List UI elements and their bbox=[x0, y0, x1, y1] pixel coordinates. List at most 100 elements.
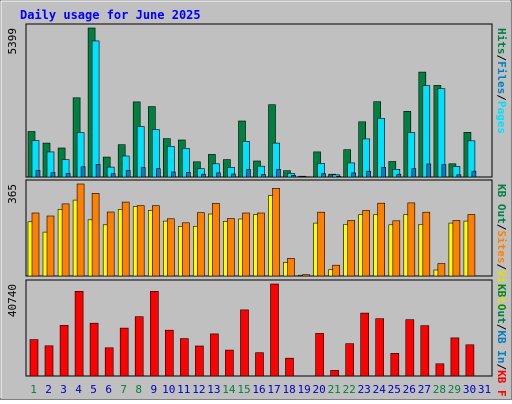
x-tick-label: 25 bbox=[388, 383, 401, 396]
pages-bar bbox=[397, 174, 401, 177]
pages-bar bbox=[111, 174, 115, 177]
sites-bar bbox=[363, 211, 370, 277]
x-tick-label: 18 bbox=[282, 383, 295, 396]
pages-bar bbox=[231, 174, 235, 177]
legend-part: Sites bbox=[495, 230, 508, 263]
kb-f-bar bbox=[105, 348, 113, 376]
legend-part: Pages bbox=[495, 101, 508, 134]
x-tick-label: 11 bbox=[177, 383, 190, 396]
kb-f-bar bbox=[75, 291, 83, 376]
sites-bar bbox=[77, 184, 84, 276]
x-tick-label: 19 bbox=[297, 383, 310, 396]
x-tick-label: 14 bbox=[222, 383, 236, 396]
x-tick-label: 13 bbox=[207, 383, 220, 396]
legend-part: Hits bbox=[495, 28, 508, 55]
kb-f-bar bbox=[256, 353, 264, 376]
pages-bar bbox=[352, 173, 356, 177]
pages-bar bbox=[442, 165, 446, 177]
sites-bar bbox=[32, 213, 39, 276]
x-tick-label: 30 bbox=[463, 383, 476, 396]
x-tick-label: 24 bbox=[373, 383, 387, 396]
files-bar bbox=[423, 86, 430, 177]
pages-bar bbox=[322, 174, 326, 177]
pages-bar bbox=[171, 172, 175, 177]
files-bar bbox=[92, 41, 99, 177]
sites-bar bbox=[182, 223, 189, 276]
pages-bar bbox=[36, 170, 40, 177]
sites-bar bbox=[348, 221, 355, 277]
pages-bar bbox=[457, 175, 461, 177]
pages-bar bbox=[216, 173, 220, 177]
sites-bar bbox=[107, 212, 114, 276]
kb-f-bar bbox=[346, 344, 354, 376]
pages-bar bbox=[186, 172, 190, 177]
pages-bar bbox=[81, 167, 85, 177]
kb-f-bar bbox=[90, 323, 98, 376]
kb-f-bar bbox=[135, 317, 143, 376]
chart-title: Daily usage for June 2025 bbox=[20, 8, 201, 22]
legend-part: Files bbox=[495, 61, 508, 94]
sites-bar bbox=[92, 193, 99, 276]
kb-f-bar bbox=[271, 284, 279, 376]
sites-bar bbox=[47, 216, 54, 276]
x-tick-label: 4 bbox=[75, 383, 82, 396]
pages-bar bbox=[292, 175, 296, 177]
kb-f-bar bbox=[241, 310, 249, 376]
panel-1-ymax-label: 5399 bbox=[6, 28, 19, 55]
sites-bar bbox=[167, 219, 174, 276]
kb-f-bar bbox=[165, 330, 173, 376]
sites-bar bbox=[137, 206, 144, 276]
x-tick-label: 5 bbox=[90, 383, 97, 396]
sites-bar bbox=[408, 203, 415, 276]
pages-bar bbox=[126, 170, 130, 177]
kb-f-bar bbox=[150, 291, 158, 376]
pages-bar bbox=[412, 169, 416, 177]
panel-3-legend: KB Out/KB In/KB F bbox=[495, 284, 508, 397]
pages-bar bbox=[382, 167, 386, 177]
sites-bar bbox=[122, 202, 129, 276]
pages-bar bbox=[427, 164, 431, 177]
sites-bar bbox=[288, 258, 295, 276]
x-tick-label: 29 bbox=[448, 383, 461, 396]
pages-bar bbox=[472, 171, 476, 177]
sites-bar bbox=[438, 264, 445, 276]
sites-bar bbox=[303, 275, 310, 276]
x-tick-label: 16 bbox=[252, 383, 265, 396]
pages-bar bbox=[51, 173, 55, 177]
pages-bar bbox=[277, 169, 281, 177]
legend-part: KB F bbox=[495, 370, 508, 397]
sites-bar bbox=[393, 221, 400, 276]
kb-f-bar bbox=[180, 339, 188, 376]
kb-f-bar bbox=[376, 319, 384, 376]
x-tick-label: 26 bbox=[403, 383, 416, 396]
sites-bar bbox=[333, 265, 340, 276]
pages-bar bbox=[262, 175, 266, 178]
sites-bar bbox=[62, 204, 69, 276]
kb-f-bar bbox=[120, 328, 128, 376]
sites-bar bbox=[258, 213, 265, 276]
pages-bar bbox=[141, 168, 145, 177]
kb-f-bar bbox=[331, 370, 339, 376]
panel-2-ymax-label: 365 bbox=[6, 184, 19, 204]
kb-f-bar bbox=[195, 346, 203, 376]
sites-bar bbox=[212, 203, 219, 276]
panel-1-legend: Hits/Files/Pages bbox=[495, 28, 508, 134]
x-tick-label: 10 bbox=[162, 383, 175, 396]
pages-bar bbox=[66, 173, 70, 177]
x-tick-label: 15 bbox=[237, 383, 250, 396]
kb-f-bar bbox=[361, 313, 369, 376]
x-tick-label: 17 bbox=[267, 383, 280, 396]
legend-part: KB In bbox=[495, 330, 508, 363]
legend-part: KB Out bbox=[495, 184, 508, 224]
sites-bar bbox=[318, 212, 325, 276]
x-tick-label: 22 bbox=[343, 383, 356, 396]
pages-bar bbox=[201, 174, 205, 177]
panel-3-ymax-label: 40740 bbox=[6, 284, 19, 317]
x-tick-label: 3 bbox=[60, 383, 67, 396]
sites-bar bbox=[468, 215, 475, 277]
x-tick-label: 20 bbox=[312, 383, 325, 396]
sites-bar bbox=[197, 213, 204, 276]
x-tick-label: 27 bbox=[418, 383, 431, 396]
pages-bar bbox=[367, 171, 371, 177]
sites-bar bbox=[227, 219, 234, 277]
